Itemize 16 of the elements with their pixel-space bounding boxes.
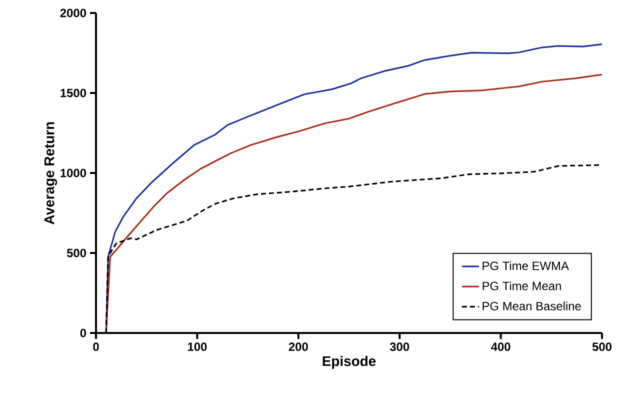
legend-label: PG Time EWMA: [482, 261, 569, 270]
x-tick-label: 200: [288, 342, 308, 351]
x-axis-title: Episode: [322, 356, 376, 369]
x-tick-label: 500: [592, 342, 612, 351]
legend-label: PG Time Mean: [482, 281, 561, 290]
x-tick-label: 100: [188, 342, 207, 351]
y-axis-title: Average Return: [44, 122, 58, 224]
y-tick-label: 500: [66, 248, 86, 258]
y-tick-label: 1500: [60, 88, 86, 98]
legend-label: PG Mean Baseline: [482, 302, 581, 310]
y-tick-label: 0: [80, 328, 86, 338]
y-tick-label: 2000: [60, 8, 86, 18]
x-tick-label: 0: [93, 342, 99, 351]
y-tick-label: 1000: [60, 168, 86, 178]
x-tick-label: 400: [491, 342, 510, 351]
x-tick-label: 300: [390, 342, 410, 351]
